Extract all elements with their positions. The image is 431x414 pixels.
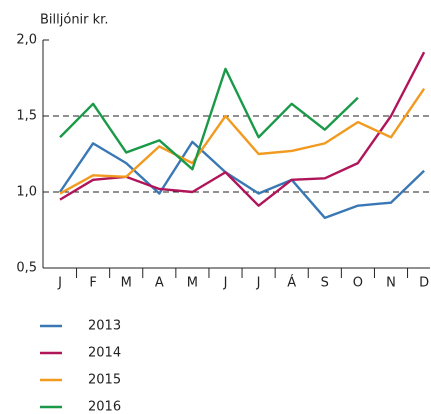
y-tick-label: 1,0	[16, 185, 37, 200]
x-tick-label: M	[121, 276, 132, 291]
x-tick-label: Á	[287, 275, 296, 291]
x-tick-label: O	[353, 276, 363, 291]
y-tick-label: 2,0	[16, 33, 37, 48]
y-tick-label: 1,5	[16, 109, 37, 124]
y-axis-label: Billjónir kr.	[40, 13, 108, 28]
x-tick-label: F	[89, 276, 96, 291]
legend-label: 2013	[88, 319, 121, 334]
legend-label: 2015	[88, 373, 121, 388]
series-line	[59, 140, 425, 220]
x-tick-label: A	[155, 276, 164, 291]
series-line	[59, 67, 359, 171]
legend-label: 2014	[88, 346, 121, 361]
x-tick-label: J	[256, 276, 261, 291]
x-tick-label: J	[57, 276, 62, 291]
legend-label: 2016	[88, 400, 121, 414]
x-tick-label: N	[386, 276, 396, 291]
x-tick-label: M	[187, 276, 198, 291]
y-tick-label: 0,5	[16, 261, 37, 276]
x-tick-label: S	[321, 276, 329, 291]
series-line	[59, 87, 426, 195]
x-tick-label: D	[419, 276, 429, 291]
x-tick-label: J	[223, 276, 228, 291]
